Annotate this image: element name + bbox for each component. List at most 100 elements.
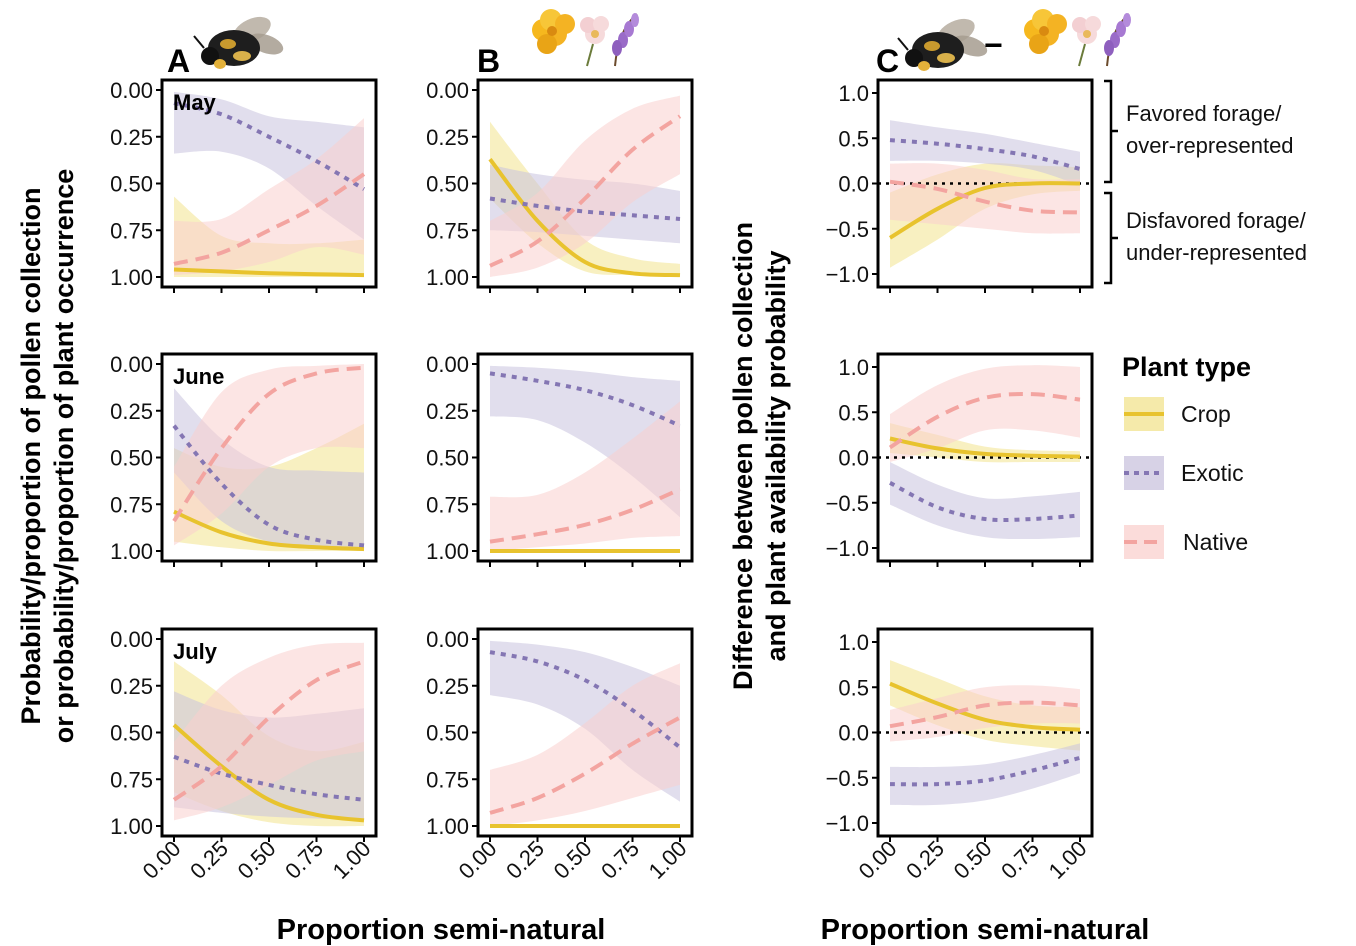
panel-label-b: B — [477, 43, 500, 79]
month-label-june: June — [173, 364, 224, 389]
plot-c-june — [876, 352, 1094, 563]
annotation-favored-line1: Favored forage/ — [1126, 101, 1282, 126]
series-line-native — [172, 365, 365, 523]
bee-icon — [897, 12, 991, 73]
legend-label-crop: Crop — [1181, 401, 1231, 427]
x-tick-label: 0.75 — [996, 836, 1044, 884]
series-line-native — [489, 114, 682, 268]
legend-label-exotic: Exotic — [1181, 460, 1244, 486]
y-tick-label: 0.00 — [426, 352, 469, 377]
x-tick-label: 0.25 — [185, 836, 233, 884]
panel-frame — [160, 627, 378, 838]
plot-b-june — [476, 352, 694, 563]
x-tick-label: 1.00 — [644, 836, 692, 884]
panel-frame — [160, 78, 378, 289]
legend-title: Plant type — [1122, 352, 1251, 382]
series-line-exotic — [172, 424, 365, 548]
y-tick-label: 0.50 — [110, 172, 153, 197]
x-tick-label: 0.50 — [949, 836, 997, 884]
series-line-exotic — [173, 101, 366, 191]
series-line-crop — [173, 509, 365, 552]
plot-b-may — [476, 78, 694, 289]
x-tick-label: 0.25 — [501, 836, 549, 884]
plot-area — [878, 660, 1092, 806]
plot-b-july — [476, 627, 694, 838]
annotation-favored-line2: over-represented — [1126, 133, 1294, 158]
x-tick-label: 1.00 — [1044, 836, 1092, 884]
plot-area — [878, 120, 1092, 268]
series-line-native — [173, 172, 366, 266]
plot-area — [172, 364, 365, 552]
y-tick-label: −1.0 — [826, 262, 869, 287]
y-tick-label: 1.0 — [838, 355, 869, 380]
ci-band-native — [890, 163, 1080, 234]
y-tick-label: 0.00 — [110, 352, 153, 377]
ci-band-native — [890, 685, 1080, 742]
series-line-crop — [889, 681, 1081, 732]
panel-frame — [476, 627, 694, 838]
legend: Plant type Crop Exotic Native — [1122, 352, 1251, 559]
y-tick-label: 0.50 — [426, 721, 469, 746]
series-line-exotic — [889, 481, 1081, 523]
plot-c-may — [876, 78, 1094, 289]
x-tick-label: 1.00 — [328, 836, 376, 884]
y-tick-label: 0.75 — [426, 767, 469, 792]
series-line-exotic — [489, 650, 682, 750]
ci-band-native — [490, 95, 680, 277]
ylabel-left-line2: or probability/proportion of plant occur… — [49, 169, 79, 744]
x-tick-label: 0.00 — [138, 836, 186, 884]
y-tick-label: 0.25 — [426, 674, 469, 699]
flower-icon — [531, 8, 640, 67]
series-line-crop — [889, 436, 1081, 459]
plot-c-july — [876, 627, 1094, 838]
panel-label-a: A — [167, 43, 190, 79]
ylabel-right-line1: Difference between pollen collection — [728, 222, 758, 690]
plot-area — [173, 91, 366, 278]
y-tick-label: 0.00 — [426, 78, 469, 103]
ci-band-native — [174, 364, 364, 546]
y-tick-label: 1.0 — [838, 630, 869, 655]
ci-band-native — [174, 642, 364, 821]
xlabel-left: Proportion semi-natural — [277, 914, 606, 946]
annotation-disfavored-line2: under-represented — [1126, 240, 1307, 265]
plot-a-july: July — [160, 627, 378, 838]
bee-icon — [193, 10, 287, 71]
y-tick-label: 0.25 — [426, 125, 469, 150]
plot-area — [878, 365, 1092, 540]
ci-band-native — [490, 663, 680, 826]
panel-frame — [876, 78, 1094, 289]
x-tick-label: 0.75 — [280, 836, 328, 884]
y-tick-label: 0.50 — [426, 172, 469, 197]
y-tick-label: 0.25 — [110, 674, 153, 699]
series-line-native — [489, 487, 681, 544]
legend-label-native: Native — [1183, 529, 1248, 555]
ylabel-right-line2: and plant availability probability — [761, 250, 791, 661]
flower-icon — [1023, 8, 1132, 67]
y-tick-label: 1.00 — [110, 539, 153, 564]
y-tick-label: 1.00 — [426, 265, 469, 290]
x-tick-label: 0.50 — [233, 836, 281, 884]
x-tick-label: 0.75 — [596, 836, 644, 884]
y-tick-label: 0.75 — [110, 218, 153, 243]
y-tick-label: 0.75 — [426, 218, 469, 243]
ci-band-native — [174, 118, 364, 276]
panel-frame — [160, 352, 378, 563]
ci-band-native — [890, 365, 1080, 462]
y-tick-label: 0.25 — [426, 399, 469, 424]
y-tick-label: −1.0 — [826, 536, 869, 561]
y-tick-label: 0.5 — [838, 400, 869, 425]
plot-a-june: June — [160, 352, 378, 563]
y-tick-label: 0.50 — [426, 446, 469, 471]
plot-a-may: May — [160, 78, 378, 289]
annotation-disfavored-line1: Disfavored forage/ — [1126, 208, 1307, 233]
minus-sign: − — [984, 27, 1003, 63]
y-tick-label: 1.00 — [426, 539, 469, 564]
y-tick-label: 0.75 — [426, 492, 469, 517]
y-tick-label: 0.50 — [110, 721, 153, 746]
plot-area — [172, 642, 365, 827]
xlabel-right: Proportion semi-natural — [821, 914, 1150, 946]
ci-band-native — [490, 401, 680, 551]
panel-label-c: C — [876, 43, 899, 79]
y-tick-label: 0.00 — [110, 627, 153, 652]
